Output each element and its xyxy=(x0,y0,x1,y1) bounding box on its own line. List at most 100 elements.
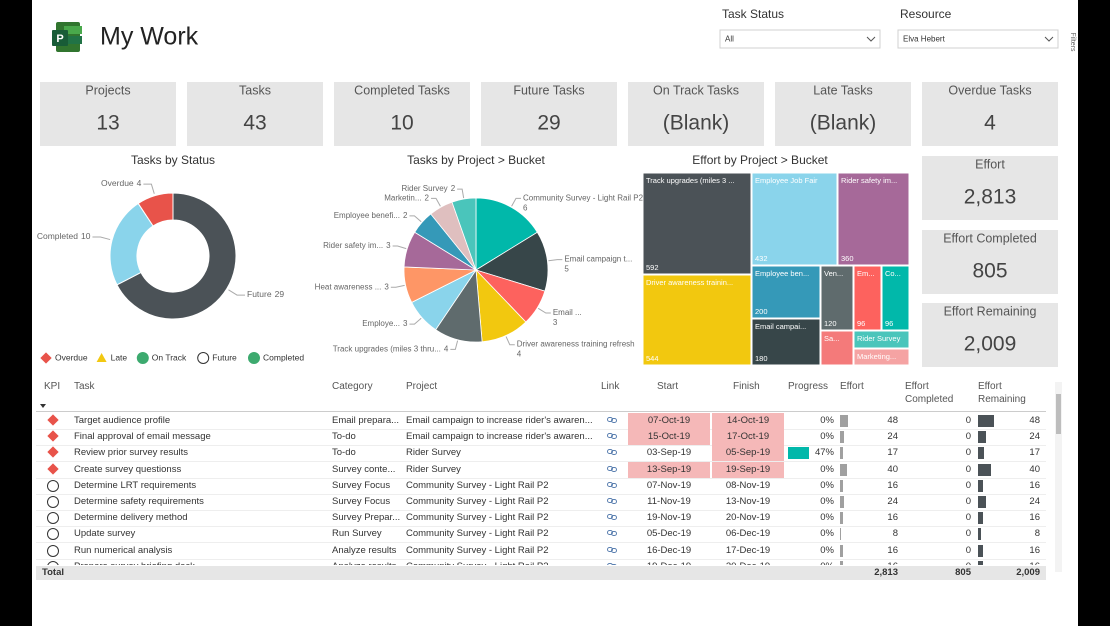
table-cell: Analyze results xyxy=(332,544,397,556)
card-label: Future Tasks xyxy=(513,83,584,97)
remaining-bar xyxy=(978,560,984,565)
link-icon[interactable] xyxy=(607,546,617,553)
treemap-tile xyxy=(751,265,821,319)
legend-icon xyxy=(40,352,52,364)
card-label: Late Tasks xyxy=(813,83,873,97)
tile-value: 432 xyxy=(755,254,768,263)
tile-labels: Track upgrades (miles 3 ... 592 xyxy=(646,176,735,272)
filters-tab[interactable]: Filters xyxy=(1069,32,1076,52)
link-glyph xyxy=(607,546,617,553)
card-label: Effort Remaining xyxy=(944,304,1037,318)
table-cell: 16 xyxy=(887,479,898,491)
table-cell: 47% xyxy=(814,447,834,459)
link-icon[interactable] xyxy=(607,498,617,504)
filter-dropdown[interactable]: All xyxy=(719,29,881,49)
link-icon[interactable] xyxy=(607,530,617,537)
scrollbar-thumb[interactable] xyxy=(1056,394,1061,434)
label-name: Employe... xyxy=(362,319,400,328)
effort-bar xyxy=(840,447,843,460)
tile-labels: Email campai... 180 xyxy=(755,322,806,363)
leader-line xyxy=(92,236,111,241)
column-header: Project xyxy=(406,381,438,392)
table-cell: 48 xyxy=(1029,415,1040,426)
link-icon[interactable] xyxy=(607,433,617,440)
filter-dropdown[interactable]: Elva Hebert xyxy=(897,29,1059,49)
kpi-icon xyxy=(47,462,59,475)
card-label: Effort Completed xyxy=(943,231,1037,245)
table-cell: 0 xyxy=(965,544,971,556)
table-cell: Rider Survey xyxy=(406,463,461,475)
dropdown-chevron xyxy=(1044,36,1054,42)
effort-bar xyxy=(840,544,843,557)
effort-bar xyxy=(840,431,844,444)
label-value: 3 xyxy=(553,318,558,327)
row-rule xyxy=(36,445,1046,447)
label-value: 3 xyxy=(386,241,391,250)
header-rule xyxy=(36,411,1046,412)
treemap-tile xyxy=(881,265,910,331)
dropdown-value: All xyxy=(725,35,734,44)
leader-line xyxy=(431,197,441,207)
table-cell: Target audience profile xyxy=(74,415,171,426)
table-cell: Determine delivery method xyxy=(74,512,188,524)
label-value: 5 xyxy=(564,265,569,274)
chart-title: Tasks by Project > Bucket xyxy=(407,153,545,167)
table-cell: 24 xyxy=(1029,496,1040,507)
table-cell: 05-Dec-19 xyxy=(646,528,692,540)
table-cell: 0% xyxy=(820,463,834,475)
table-cell: 0 xyxy=(965,528,971,540)
treemap-tile xyxy=(820,330,854,366)
legend-icon xyxy=(248,352,260,364)
card-value: 29 xyxy=(537,112,560,135)
link-icon[interactable] xyxy=(607,481,617,488)
tile-value: 544 xyxy=(646,354,659,363)
table-cell: Survey conte... xyxy=(332,463,396,475)
total-effort-completed: 805 xyxy=(955,567,971,578)
total-label: Total xyxy=(42,567,64,578)
leader-line xyxy=(409,317,422,325)
label-value: 2 xyxy=(425,194,430,203)
table-cell: 19-Sep-19 xyxy=(712,461,784,478)
table-cell: 0 xyxy=(965,496,971,507)
table-cell: 0% xyxy=(820,431,834,443)
tile-labels: Rider Survey xyxy=(857,334,901,343)
link-icon[interactable] xyxy=(607,449,617,456)
table-cell: Update survey xyxy=(74,528,136,540)
treemap-tile xyxy=(642,274,752,366)
effort-bar xyxy=(840,415,848,427)
table-cell: 17 xyxy=(1029,447,1040,459)
row-rule xyxy=(36,477,1046,479)
tile-name: Rider Survey xyxy=(857,334,901,343)
remaining-bar xyxy=(978,528,981,541)
leader-line xyxy=(505,336,515,346)
link-icon[interactable] xyxy=(607,465,617,472)
table-cell: Determine LRT requirements xyxy=(74,479,197,491)
tile-name: Em... xyxy=(857,269,875,278)
data-label: Email campaign t... 5 xyxy=(564,255,632,274)
data-label: Driver awareness training refresh 4 xyxy=(517,340,635,359)
table-cell: 19-Nov-19 xyxy=(646,512,692,524)
label-name: Driver awareness training refresh xyxy=(517,340,635,349)
table-cell: Community Survey - Light Rail P2 xyxy=(406,496,549,507)
table-cell: 24 xyxy=(887,431,898,443)
chart-title: Tasks by Status xyxy=(131,153,215,167)
table-cell: 13-Nov-19 xyxy=(725,496,771,507)
leader-line xyxy=(548,259,563,262)
legend-label: Overdue xyxy=(55,352,88,362)
table-cell: Final approval of email message xyxy=(74,431,211,443)
table-cell: 19-Dec-19 xyxy=(628,559,710,565)
link-icon[interactable] xyxy=(607,417,617,423)
data-label: Community Survey - Light Rail P2 6 xyxy=(523,194,644,213)
table-cell: 17-Oct-19 xyxy=(712,429,784,446)
link-icon[interactable] xyxy=(607,514,617,521)
label-value: 4 xyxy=(444,344,449,353)
label-name: Rider safety im... xyxy=(323,241,383,250)
data-label: Overdue 4 xyxy=(101,178,142,188)
column-header: Task xyxy=(74,381,95,392)
tile-name: Email campai... xyxy=(755,322,806,331)
data-label: Marketin... 2 xyxy=(384,194,429,203)
leader-line xyxy=(392,245,407,250)
remaining-bar xyxy=(978,512,984,525)
link-icon[interactable] xyxy=(607,562,617,565)
